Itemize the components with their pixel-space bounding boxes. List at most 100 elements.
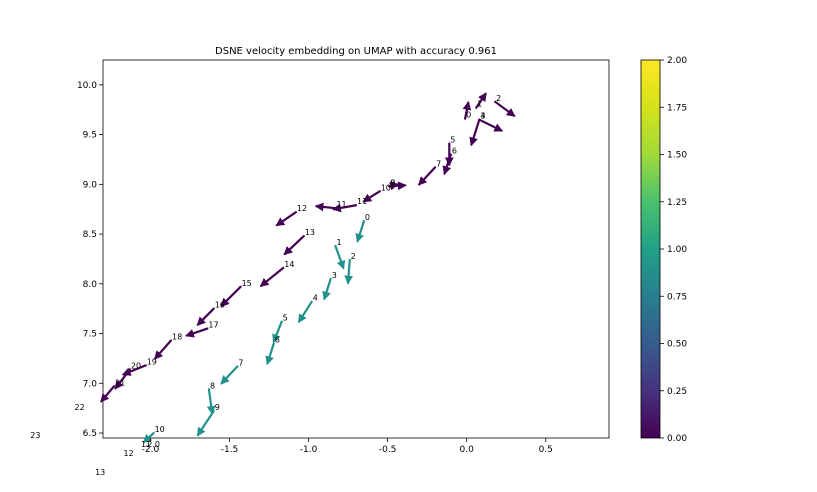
velocity-arrow xyxy=(469,118,481,147)
point-label: 0 xyxy=(466,111,471,120)
point-label: 1 xyxy=(477,100,482,109)
y-tick-label: 10.0 xyxy=(77,81,97,91)
x-tick-label: 0.0 xyxy=(460,445,475,455)
colorbar xyxy=(640,59,661,439)
point-label: 19 xyxy=(147,357,157,366)
velocity-arrow xyxy=(362,190,381,203)
colorbar-tick-label: 0.25 xyxy=(667,387,687,397)
point-label: 3 xyxy=(332,271,337,280)
velocity-arrow xyxy=(494,100,516,117)
velocity-arrow xyxy=(142,431,155,444)
x-tick-label: -1.5 xyxy=(221,445,239,455)
point-label: 10 xyxy=(155,425,165,434)
velocity-arrow xyxy=(418,166,437,186)
point-label: 15 xyxy=(242,279,252,288)
velocity-arrow xyxy=(334,244,346,270)
velocity-arrow xyxy=(206,388,216,415)
point-label: 11 xyxy=(141,440,151,449)
colorbar-tick-label: 1.75 xyxy=(667,103,687,113)
x-tick-label: -1.0 xyxy=(300,445,318,455)
point-label: 6 xyxy=(452,147,457,156)
point-label: 12 xyxy=(124,449,134,458)
velocity-arrow xyxy=(355,220,366,243)
point-label: 18 xyxy=(172,333,182,342)
velocity-arrow xyxy=(196,307,215,326)
velocity-arrow xyxy=(259,266,285,287)
point-label: 2 xyxy=(496,94,501,103)
point-label: 21 xyxy=(115,378,125,387)
chart-title: DSNE velocity embedding on UMAP with acc… xyxy=(215,46,497,57)
colorbar-tick-label: 1.00 xyxy=(667,245,687,255)
velocity-arrow xyxy=(265,342,275,366)
x-axis: -2.0 -1.5 -1.0 -0.5 0.0 0.5 xyxy=(142,438,553,455)
velocity-arrow xyxy=(283,234,305,256)
point-label: 17 xyxy=(208,321,218,330)
velocity-arrow xyxy=(185,327,209,338)
velocity-arrow xyxy=(322,277,332,301)
colorbar-tick-label: 1.50 xyxy=(667,151,687,161)
y-axis: 6.5 7.0 7.5 8.0 8.5 9.0 9.5 10.0 xyxy=(77,81,103,439)
velocity-arrow xyxy=(297,300,313,324)
x-tick-label: -0.5 xyxy=(379,445,397,455)
velocity-arrow xyxy=(154,339,173,360)
point-label: 9 xyxy=(215,403,220,412)
velocity-arrow xyxy=(475,92,487,109)
point-label: 0 xyxy=(365,213,370,222)
y-tick-label: 7.0 xyxy=(83,379,98,389)
point-label: 23 xyxy=(30,431,40,440)
point-label: 2.0 xyxy=(147,440,160,449)
point-label: 11 xyxy=(357,197,367,206)
velocity-arrow xyxy=(314,202,337,212)
velocity-arrow xyxy=(114,368,131,390)
point-label: 8 xyxy=(210,381,215,390)
colorbar-axis: 0.00 0.25 0.50 0.75 1.00 1.25 1.50 1.75 2.00 xyxy=(660,56,687,444)
point-label: 1 xyxy=(336,238,341,247)
y-tick-label: 8.5 xyxy=(83,230,97,240)
colorbar-tick-label: 1.25 xyxy=(667,198,687,208)
point-label: 22 xyxy=(75,403,85,412)
velocity-arrow xyxy=(462,101,472,120)
velocity-arrow xyxy=(196,410,215,437)
y-tick-label: 8.0 xyxy=(83,280,98,290)
point-label: 2 xyxy=(351,252,356,261)
point-label: 13 xyxy=(305,228,315,237)
colorbar-tick-label: 0.00 xyxy=(667,434,687,444)
point-label: 10 xyxy=(381,183,391,192)
plot-area xyxy=(102,59,610,439)
colorbar-tick-label: 0.75 xyxy=(667,292,687,302)
velocity-arrow xyxy=(388,181,399,191)
point-label: 11 xyxy=(336,200,346,209)
colorbar-tick-label: 2.00 xyxy=(667,56,687,66)
plot-layer: 0123456789101111121314151617181920210123… xyxy=(100,92,516,444)
velocity-arrow xyxy=(220,365,239,385)
velocity-arrow xyxy=(272,320,283,344)
point-label: 4 xyxy=(313,294,318,303)
point-label: 12 xyxy=(297,204,307,213)
point-label: 9 xyxy=(390,178,395,187)
velocity-arrow xyxy=(220,285,242,307)
colorbar-tick-label: 0.50 xyxy=(667,340,687,350)
y-tick-label: 9.5 xyxy=(83,131,97,141)
y-tick-label: 6.5 xyxy=(83,429,97,439)
point-label: 3 xyxy=(480,112,485,121)
x-tick-label: 0.5 xyxy=(539,445,553,455)
point-label: 5 xyxy=(450,136,455,145)
y-tick-label: 9.0 xyxy=(83,180,98,190)
velocity-arrow xyxy=(332,203,358,213)
x-tick-label: -2.0 xyxy=(142,445,160,455)
point-label: 7 xyxy=(436,159,441,168)
point-label: 13 xyxy=(95,468,105,477)
velocity-arrow xyxy=(478,118,504,132)
velocity-arrow xyxy=(442,153,452,176)
point-label: 4 xyxy=(480,112,485,121)
velocity-arrow xyxy=(275,211,298,227)
point-label: 16 xyxy=(215,301,225,310)
point-label: 14 xyxy=(284,260,294,269)
point-label: 5 xyxy=(283,314,288,323)
point-label: 20 xyxy=(131,361,141,370)
velocity-arrow xyxy=(344,258,353,285)
y-tick-label: 7.5 xyxy=(83,330,97,340)
point-label: 6 xyxy=(275,336,280,345)
point-label: 7 xyxy=(238,358,243,367)
